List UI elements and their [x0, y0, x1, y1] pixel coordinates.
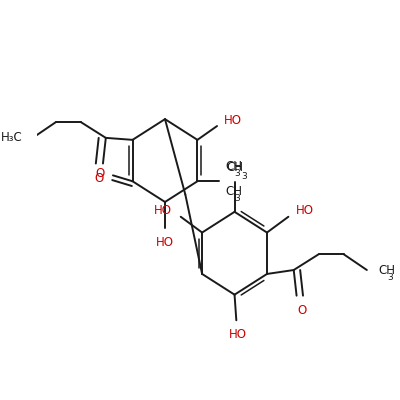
Text: O: O [96, 167, 105, 180]
Text: HO: HO [156, 236, 174, 248]
Text: O: O [94, 172, 103, 185]
Text: HO: HO [224, 114, 242, 128]
Text: CH: CH [225, 185, 242, 198]
Text: HO: HO [296, 204, 314, 217]
Text: 3: 3 [234, 169, 240, 178]
Text: HO: HO [229, 328, 247, 341]
Text: H₃C: H₃C [1, 131, 23, 144]
Text: 3: 3 [241, 172, 247, 182]
Text: CH: CH [226, 161, 243, 174]
Text: O: O [297, 304, 306, 317]
Text: 3: 3 [388, 273, 393, 282]
Text: 3: 3 [234, 194, 240, 203]
Text: CH: CH [378, 264, 395, 276]
Text: CH: CH [225, 160, 242, 173]
Text: HO: HO [154, 204, 172, 217]
